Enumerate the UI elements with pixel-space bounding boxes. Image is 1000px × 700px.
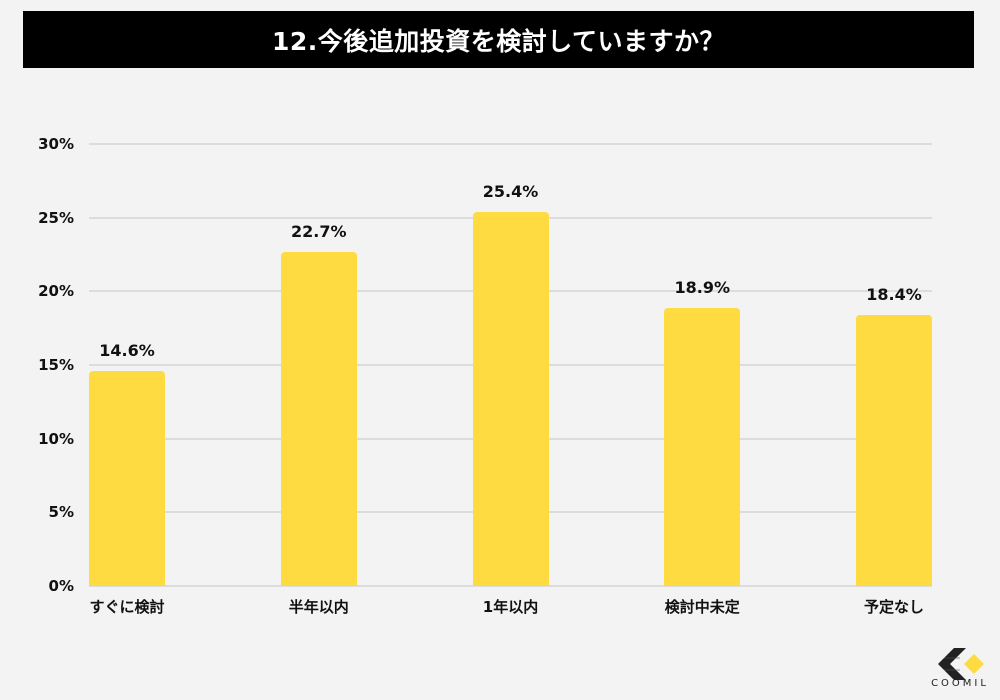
bar-value-label: 22.7%	[290, 221, 347, 241]
bar-value-label: 18.4%	[866, 284, 922, 304]
bar	[664, 307, 741, 586]
logo-text: COOMIL	[931, 678, 989, 689]
x-axis-category-label: すぐに検討	[89, 598, 165, 616]
x-axis-category-label: 半年以内	[288, 598, 349, 616]
chart-title-bar: 12.今後追加投資を検討していますか？	[23, 11, 974, 68]
bar	[856, 314, 932, 586]
bar	[89, 370, 165, 586]
y-axis-tick-label: 5%	[48, 503, 74, 522]
gridline	[89, 585, 932, 587]
x-axis-category-label: 1年以内	[482, 598, 539, 616]
x-axis-category-label: 予定なし	[863, 598, 924, 616]
y-axis-tick-label: 0%	[48, 577, 74, 595]
bar-value-label: 25.4%	[482, 181, 539, 201]
x-axis-category-label: 検討中未定	[664, 598, 740, 616]
y-axis-tick-label: 15%	[38, 356, 74, 374]
y-axis-tick-label: 25%	[38, 208, 74, 227]
bar	[280, 251, 357, 586]
gridline	[89, 143, 932, 145]
bar-value-label: 14.6%	[99, 340, 155, 360]
bar	[472, 211, 549, 586]
chart-title: 12.今後追加投資を検討していますか？	[271, 26, 726, 56]
y-axis-tick-label: 20%	[38, 282, 74, 301]
y-axis-tick-label: 10%	[38, 429, 74, 448]
bar-value-label: 18.9%	[674, 277, 730, 297]
y-axis-tick-label: 30%	[38, 135, 74, 153]
coomil-logo-icon	[938, 648, 984, 680]
